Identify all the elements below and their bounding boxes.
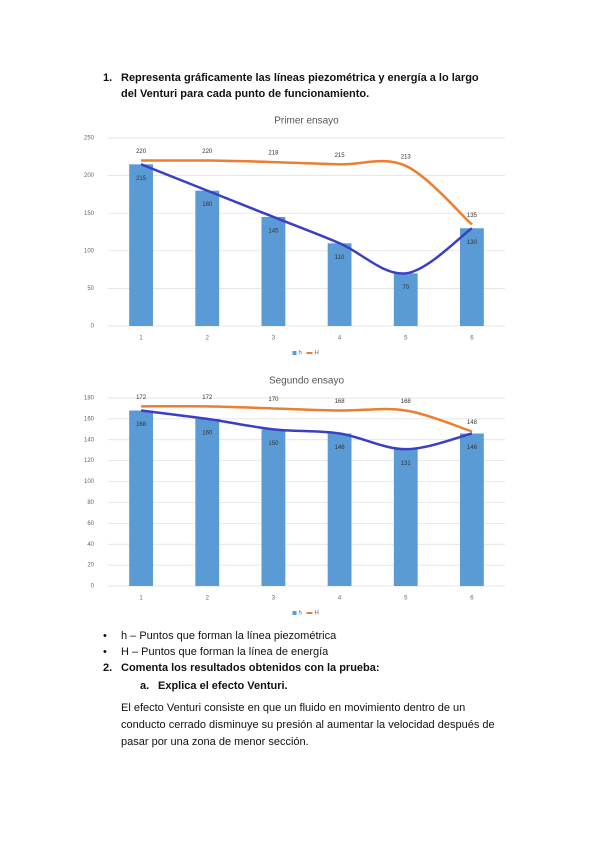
y-tick-label: 20: [87, 563, 94, 569]
legend-label: H: [315, 611, 319, 617]
y-tick-label: 120: [84, 458, 95, 464]
bullet: h – Puntos que forman la línea piezométr…: [121, 630, 337, 642]
x-tick-label: 5: [404, 336, 408, 342]
bullet: H – Puntos que forman la línea de energí…: [121, 646, 329, 658]
bar-label: 168: [136, 422, 147, 428]
line-label: 220: [202, 149, 213, 155]
answer: El efecto Venturi consiste en que un flu…: [121, 702, 495, 748]
line-label: 220: [136, 149, 147, 155]
y-tick-label: 200: [84, 173, 95, 179]
bar: [129, 410, 153, 586]
legend-swatch: [292, 611, 297, 615]
question-number: 2.: [103, 662, 113, 674]
x-tick-label: 1: [139, 596, 143, 602]
bar: [261, 429, 286, 586]
bar-label: 131: [401, 461, 412, 467]
x-tick-label: 1: [139, 336, 143, 342]
legend-label: H: [315, 351, 319, 357]
subquestion-text: Explica el efecto Venturi.: [158, 680, 288, 692]
y-tick-label: 140: [84, 437, 95, 443]
line-label: 172: [136, 395, 147, 401]
bar-label: 146: [335, 445, 346, 451]
y-tick-label: 250: [84, 136, 95, 142]
bar: [261, 216, 286, 326]
piezometric-line: [140, 409, 473, 451]
legend-label: h: [299, 351, 302, 357]
line-label: 148: [467, 420, 478, 426]
y-tick-label: 160: [84, 416, 95, 422]
question-text: Comenta los resultados obtenidos con la …: [121, 662, 380, 674]
legend-label: h: [299, 611, 302, 617]
bullet-dot: •: [103, 630, 107, 642]
line-label: 218: [268, 151, 279, 157]
energy-line: [141, 159, 473, 226]
piezometric-line: [140, 163, 473, 275]
x-tick-label: 4: [338, 596, 342, 602]
y-tick-label: 80: [87, 500, 94, 506]
x-tick-label: 5: [404, 596, 408, 602]
bar-label: 180: [202, 202, 213, 208]
bar: [195, 190, 220, 326]
bar-label: 110: [335, 255, 345, 261]
bar: [460, 433, 484, 586]
chart: Segundo ensayo02040608010012014016018016…: [84, 376, 505, 617]
y-tick-label: 50: [87, 286, 94, 292]
bar-label: 145: [268, 229, 279, 235]
energy-line: [141, 404, 473, 433]
x-tick-label: 6: [470, 596, 474, 602]
line-label: 168: [401, 399, 412, 405]
x-tick-label: 2: [206, 336, 210, 342]
bar-label: 146: [467, 445, 478, 451]
y-tick-label: 100: [84, 248, 95, 254]
y-tick-label: 100: [84, 479, 95, 485]
subquestion-number: a.: [140, 680, 150, 692]
bar: [460, 228, 484, 326]
x-tick-label: 3: [272, 596, 276, 602]
heading-number: 1.: [103, 72, 113, 84]
line-label: 172: [202, 395, 213, 401]
line-label: 135: [467, 213, 478, 219]
x-tick-label: 6: [470, 336, 474, 342]
bullet-dot: •: [103, 646, 107, 658]
bar: [393, 273, 418, 326]
line-label: 170: [268, 397, 279, 403]
bar: [393, 449, 418, 586]
y-tick-label: 40: [87, 542, 94, 548]
line-label: 215: [335, 153, 346, 159]
y-tick-label: 180: [84, 396, 95, 402]
bar: [327, 243, 352, 326]
bar: [327, 433, 352, 586]
chart-title: Primer ensayo: [274, 116, 339, 127]
x-tick-label: 2: [206, 596, 210, 602]
x-tick-label: 4: [338, 336, 342, 342]
y-tick-label: 0: [91, 584, 95, 590]
bar-label: 160: [202, 430, 213, 436]
bar: [195, 418, 220, 586]
y-tick-label: 0: [91, 324, 95, 330]
heading-text: Representa gráficamente las líneas piezo…: [121, 72, 479, 100]
legend-swatch: [292, 351, 297, 355]
chart: Primer ensayo 0 50 100 150 200 250 215 1 180 2 145 3…: [84, 116, 505, 357]
x-tick-label: 3: [272, 336, 276, 342]
bar-label: 215: [136, 176, 147, 182]
line-label: 168: [335, 399, 346, 405]
bar: [129, 164, 153, 326]
bar-label: 130: [467, 240, 478, 246]
y-tick-label: 150: [84, 211, 95, 217]
bar-label: 150: [268, 441, 279, 447]
chart-title: Segundo ensayo: [269, 376, 345, 387]
bar-label: 70: [402, 285, 409, 291]
line-label: 213: [401, 154, 412, 160]
y-tick-label: 60: [87, 521, 94, 527]
